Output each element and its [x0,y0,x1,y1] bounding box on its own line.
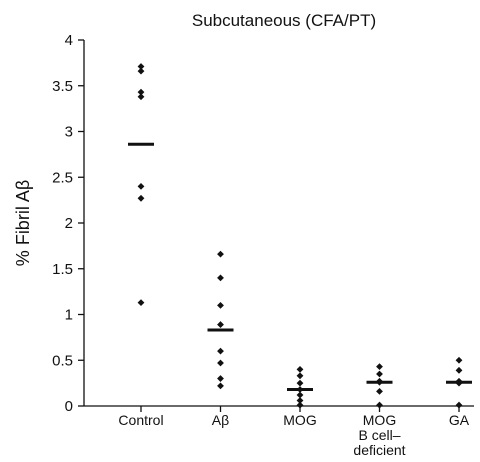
data-point [137,93,145,101]
y-tick-label: 0.5 [52,352,73,369]
x-tick-label: GA [449,412,470,428]
data-point [217,301,224,309]
y-ticks: 0 0.5 1 1.5 2 2.5 3 3.5 4 [52,32,84,415]
y-axis-label: % Fibril Aβ [13,180,33,266]
data-point [217,321,224,328]
data-point [217,250,224,258]
y-tick-label: 2 [65,215,73,232]
data-point [376,370,383,378]
data-point [217,375,224,382]
y-tick-label: 3 [65,124,73,141]
data-point [217,382,224,390]
data-point [137,299,145,307]
y-tick-label: 1.5 [52,261,73,278]
x-tick-label: MOG [363,412,396,428]
data-point [455,356,463,364]
data-point [217,347,224,355]
data-point [455,366,463,374]
data-point [296,366,304,373]
x-tick-label: B cell– [358,427,400,443]
mean-bars [128,142,472,392]
data-point [296,391,304,399]
chart-title: Subcutaneous (CFA/PT) [192,11,376,30]
data-point [137,183,145,190]
data-point [137,67,145,75]
data-point [296,397,304,404]
data-point [137,63,145,70]
data-point [137,194,145,202]
data-point [137,88,145,96]
data-points [137,63,463,409]
y-tick-label: 2.5 [52,169,73,186]
data-point [376,401,383,409]
data-point [376,387,383,395]
x-tick-label: deficient [353,442,405,458]
x-tick-label: Control [118,412,163,428]
data-point [296,379,304,387]
data-point [376,363,383,371]
y-tick-label: 1 [65,307,73,324]
x-tick-label: MOG [283,412,316,428]
data-point [296,372,304,380]
y-tick-label: 3.5 [52,78,73,95]
data-point [455,401,463,409]
y-tick-label: 4 [65,32,73,49]
x-tick-label: Aβ [212,412,229,428]
data-point [296,401,304,409]
y-tick-label: 0 [65,398,73,415]
data-point [217,359,224,367]
data-point [217,274,224,282]
